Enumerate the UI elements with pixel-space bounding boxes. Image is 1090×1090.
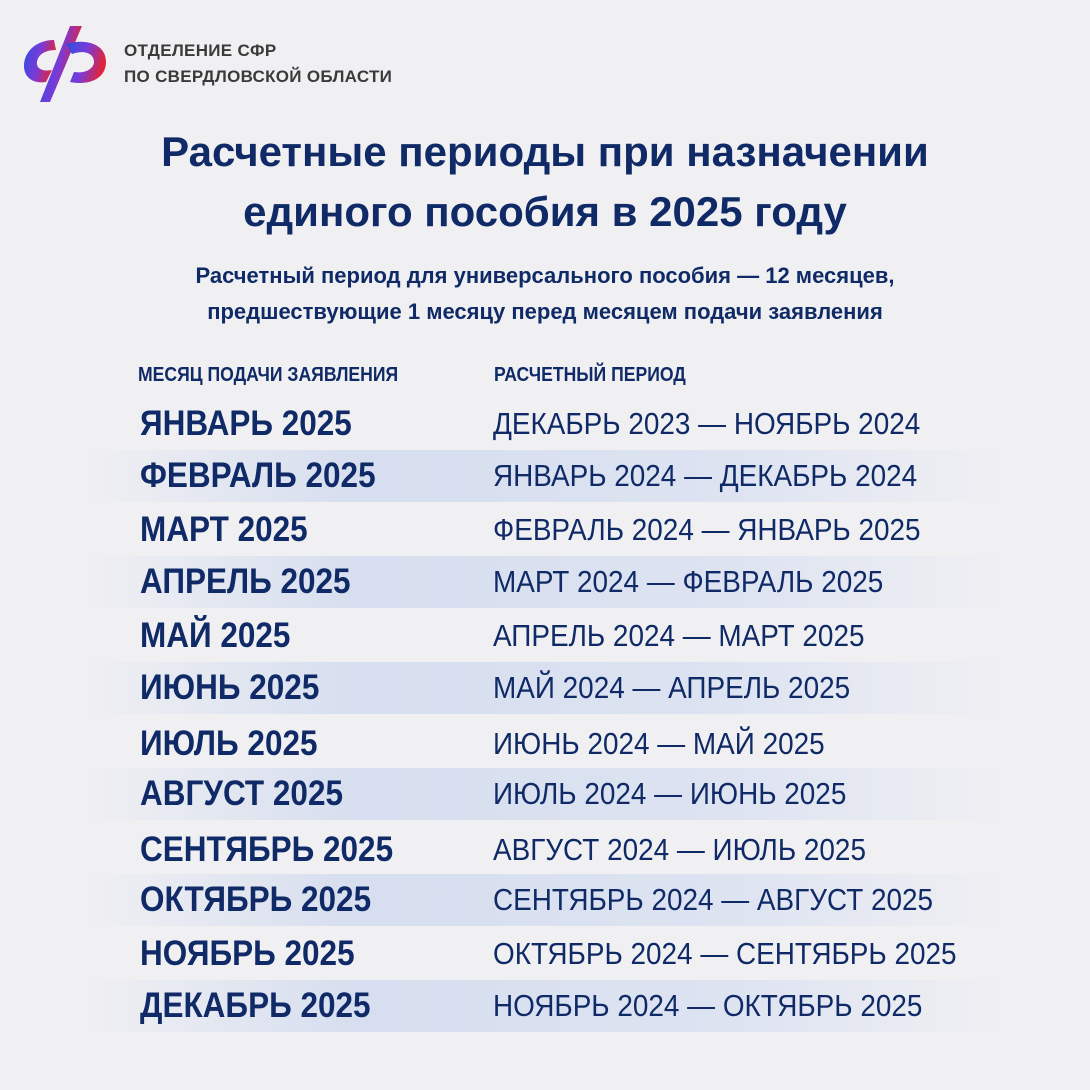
application-month: ДЕКАБРЬ 2025	[140, 986, 371, 1025]
application-month: ФЕВРАЛЬ 2025	[140, 456, 376, 495]
table-row: СЕНТЯБРЬ 2025 АВГУСТ 2024 — ИЮЛЬ 2025	[0, 824, 1090, 876]
table-row: ИЮНЬ 2025 МАЙ 2024 — АПРЕЛЬ 2025	[0, 662, 1090, 714]
table-row: МАЙ 2025 АПРЕЛЬ 2024 — МАРТ 2025	[0, 610, 1090, 662]
calculation-period: МАЙ 2024 — АПРЕЛЬ 2025	[493, 670, 851, 705]
page-subtitle: Расчетный период для универсального посо…	[0, 258, 1090, 330]
calculation-period: ДЕКАБРЬ 2023 — НОЯБРЬ 2024	[493, 406, 921, 441]
subtitle-line-2: предшествующие 1 месяцу перед месяцем по…	[207, 299, 883, 324]
calculation-period: ФЕВРАЛЬ 2024 — ЯНВАРЬ 2025	[493, 512, 921, 547]
calculation-period: ИЮЛЬ 2024 — ИЮНЬ 2025	[493, 776, 847, 811]
column-header-period: РАСЧЕТНЫЙ ПЕРИОД	[494, 364, 686, 386]
application-month: НОЯБРЬ 2025	[140, 934, 355, 973]
application-month: МАРТ 2025	[140, 510, 308, 549]
table-row: ФЕВРАЛЬ 2025 ЯНВАРЬ 2024 — ДЕКАБРЬ 2024	[0, 450, 1090, 502]
title-line-2: единого пособия в 2025 году	[243, 188, 847, 235]
organization-name: ОТДЕЛЕНИЕ СФР ПО СВЕРДЛОВСКОЙ ОБЛАСТИ	[124, 38, 392, 90]
row-band	[80, 450, 1010, 502]
row-band	[80, 768, 1010, 820]
application-month: АВГУСТ 2025	[140, 774, 343, 813]
calculation-period: АВГУСТ 2024 — ИЮЛЬ 2025	[493, 832, 866, 867]
subtitle-line-1: Расчетный период для универсального посо…	[195, 263, 895, 288]
table-row: ДЕКАБРЬ 2025 НОЯБРЬ 2024 — ОКТЯБРЬ 2025	[0, 980, 1090, 1032]
calculation-period: ОКТЯБРЬ 2024 — СЕНТЯБРЬ 2025	[493, 936, 957, 971]
org-line-2: ПО СВЕРДЛОВСКОЙ ОБЛАСТИ	[124, 67, 393, 86]
table-row: ИЮЛЬ 2025 ИЮНЬ 2024 — МАЙ 2025	[0, 718, 1090, 770]
row-band	[80, 556, 1010, 608]
row-band	[80, 980, 1010, 1032]
application-month: ИЮЛЬ 2025	[140, 724, 318, 763]
application-month: ЯНВАРЬ 2025	[140, 404, 352, 443]
table-row: НОЯБРЬ 2025 ОКТЯБРЬ 2024 — СЕНТЯБРЬ 2025	[0, 928, 1090, 980]
calculation-period: АПРЕЛЬ 2024 — МАРТ 2025	[493, 618, 865, 653]
row-band	[80, 662, 1010, 714]
table-row: АПРЕЛЬ 2025 МАРТ 2024 — ФЕВРАЛЬ 2025	[0, 556, 1090, 608]
calculation-period: СЕНТЯБРЬ 2024 — АВГУСТ 2025	[493, 882, 934, 917]
calculation-period: НОЯБРЬ 2024 — ОКТЯБРЬ 2025	[493, 988, 923, 1023]
calculation-period: МАРТ 2024 — ФЕВРАЛЬ 2025	[493, 564, 884, 599]
org-line-1: ОТДЕЛЕНИЕ СФР	[124, 41, 277, 60]
table-row: ЯНВАРЬ 2025 ДЕКАБРЬ 2023 — НОЯБРЬ 2024	[0, 398, 1090, 450]
table-row: ОКТЯБРЬ 2025 СЕНТЯБРЬ 2024 — АВГУСТ 2025	[0, 874, 1090, 926]
application-month: ИЮНЬ 2025	[140, 668, 320, 707]
row-band	[80, 874, 1010, 926]
application-month: СЕНТЯБРЬ 2025	[140, 830, 394, 869]
column-header-month: МЕСЯЦ ПОДАЧИ ЗАЯВЛЕНИЯ	[138, 364, 399, 386]
application-month: ОКТЯБРЬ 2025	[140, 880, 372, 919]
sfr-logo-icon	[24, 26, 106, 102]
table-row: МАРТ 2025 ФЕВРАЛЬ 2024 — ЯНВАРЬ 2025	[0, 504, 1090, 556]
application-month: АПРЕЛЬ 2025	[140, 562, 351, 601]
page-title: Расчетные периоды при назначении единого…	[0, 122, 1090, 242]
title-line-1: Расчетные периоды при назначении	[161, 128, 929, 175]
table-row: АВГУСТ 2025 ИЮЛЬ 2024 — ИЮНЬ 2025	[0, 768, 1090, 820]
application-month: МАЙ 2025	[140, 616, 291, 655]
calculation-period: ИЮНЬ 2024 — МАЙ 2025	[493, 726, 825, 761]
calculation-period: ЯНВАРЬ 2024 — ДЕКАБРЬ 2024	[493, 458, 918, 493]
